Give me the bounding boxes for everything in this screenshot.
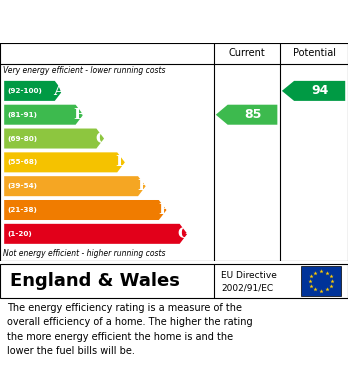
Text: (55-68): (55-68) (7, 160, 37, 165)
Text: (69-80): (69-80) (7, 136, 37, 142)
Text: (21-38): (21-38) (7, 207, 37, 213)
Text: Current: Current (229, 48, 266, 58)
Text: England & Wales: England & Wales (10, 272, 180, 290)
Text: B: B (74, 108, 87, 122)
Text: (1-20): (1-20) (7, 231, 32, 237)
Text: 94: 94 (311, 84, 329, 97)
Polygon shape (4, 105, 83, 125)
Text: Not energy efficient - higher running costs: Not energy efficient - higher running co… (3, 249, 166, 258)
Polygon shape (4, 200, 166, 220)
Text: Potential: Potential (293, 48, 335, 58)
Text: G: G (178, 227, 191, 241)
Text: 2002/91/EC: 2002/91/EC (221, 283, 273, 292)
Text: (92-100): (92-100) (7, 88, 42, 94)
Text: E: E (137, 179, 149, 193)
Text: (39-54): (39-54) (7, 183, 37, 189)
Polygon shape (216, 105, 277, 125)
Text: The energy efficiency rating is a measure of the
overall efficiency of a home. T: The energy efficiency rating is a measur… (7, 303, 253, 356)
Polygon shape (282, 81, 345, 101)
Text: Energy Efficiency Rating: Energy Efficiency Rating (10, 18, 221, 34)
Polygon shape (4, 176, 146, 196)
Polygon shape (4, 129, 104, 149)
Text: 85: 85 (244, 108, 261, 121)
Text: D: D (115, 155, 128, 169)
Polygon shape (4, 152, 125, 172)
Text: A: A (54, 84, 65, 98)
Bar (301, 266, 341, 296)
Polygon shape (4, 224, 187, 244)
Polygon shape (4, 81, 62, 101)
Text: EU Directive: EU Directive (221, 271, 277, 280)
Text: F: F (158, 203, 169, 217)
Text: C: C (95, 131, 107, 145)
Text: (81-91): (81-91) (7, 112, 37, 118)
Text: Very energy efficient - lower running costs: Very energy efficient - lower running co… (3, 66, 166, 75)
